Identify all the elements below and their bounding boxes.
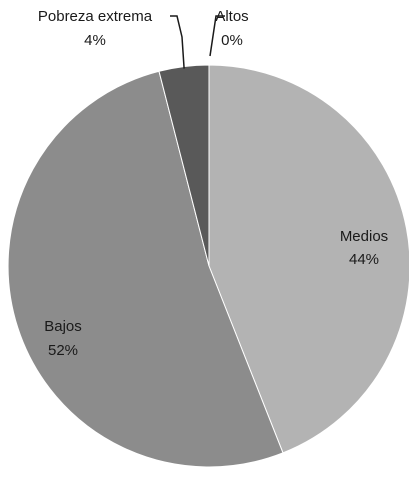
slice-label-pobreza-extrema: Pobreza extrema bbox=[38, 8, 153, 25]
slice-value-bajos: 52% bbox=[48, 342, 78, 359]
pie-slice-bajos bbox=[7, 70, 284, 468]
slice-value-medios: 44% bbox=[349, 251, 379, 268]
leader-line-altos bbox=[209, 15, 225, 57]
slice-value-pobreza-extrema: 4% bbox=[84, 32, 106, 49]
pie-slices bbox=[7, 64, 409, 468]
slice-value-altos: 0% bbox=[221, 32, 243, 49]
slice-label-medios: Medios bbox=[340, 228, 388, 245]
pie-slice-medios bbox=[208, 64, 409, 454]
leader-lines bbox=[170, 15, 225, 69]
leader-line-pobreza-extrema bbox=[170, 15, 185, 69]
slice-labels: Altos 0% Medios 44% Bajos 52% Pobreza extrema 4… bbox=[38, 8, 388, 359]
slice-label-bajos: Bajos bbox=[44, 318, 82, 335]
slice-label-altos: Altos bbox=[215, 8, 248, 25]
